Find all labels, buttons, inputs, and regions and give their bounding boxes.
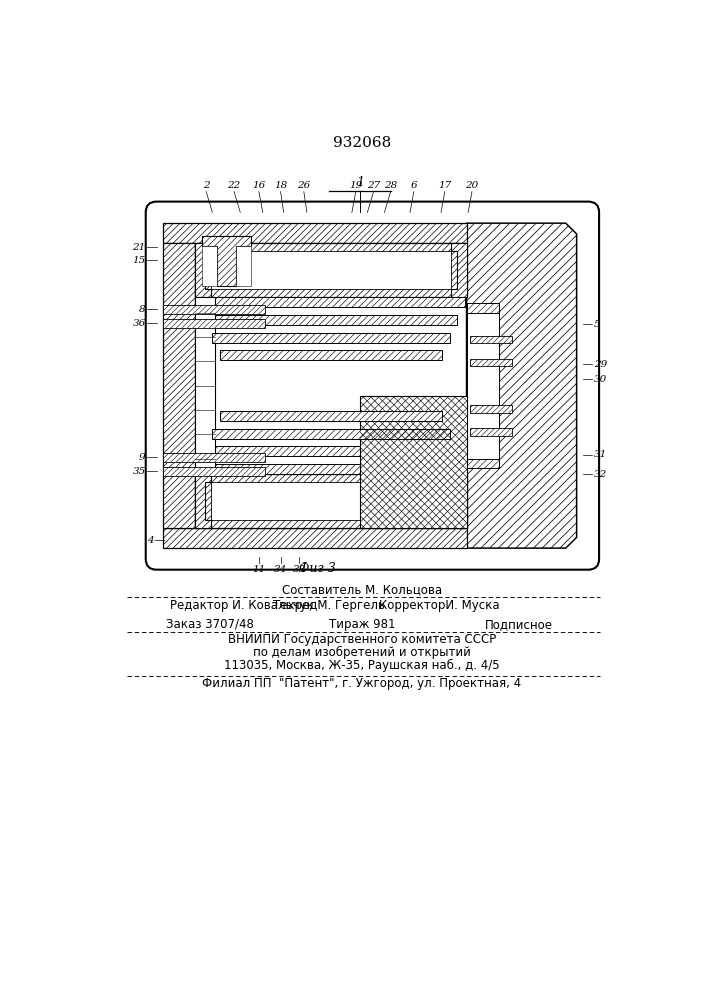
Text: 1: 1 [356, 176, 363, 189]
Polygon shape [163, 305, 265, 314]
Text: Редактор И. Ковальчук: Редактор И. Ковальчук [170, 599, 314, 612]
Text: 22: 22 [228, 181, 240, 190]
Text: 35: 35 [132, 467, 146, 476]
Polygon shape [220, 350, 442, 360]
Text: 18: 18 [274, 181, 287, 190]
Text: 29: 29 [594, 360, 607, 369]
Bar [467, 312, 499, 459]
Text: Тираж 981: Тираж 981 [329, 618, 395, 631]
Text: 30: 30 [594, 375, 607, 384]
Polygon shape [469, 428, 513, 436]
Text: 9: 9 [139, 453, 146, 462]
Polygon shape [201, 235, 251, 286]
Text: 19: 19 [349, 181, 363, 190]
Bar [158, 214, 587, 557]
Polygon shape [469, 359, 513, 366]
Text: 36: 36 [132, 319, 146, 328]
Text: 26: 26 [297, 181, 310, 190]
Text: КорректорИ. Муска: КорректорИ. Муска [378, 599, 499, 612]
Text: 2: 2 [203, 181, 209, 190]
Text: 932068: 932068 [333, 136, 391, 150]
Text: ТехредМ. Гергель: ТехредМ. Гергель [273, 599, 385, 612]
Polygon shape [451, 474, 467, 528]
Bar [211, 482, 451, 520]
Text: 15: 15 [132, 256, 146, 265]
FancyBboxPatch shape [146, 202, 599, 570]
Text: 5: 5 [594, 320, 600, 329]
Text: Подписное: Подписное [486, 618, 554, 631]
Polygon shape [163, 319, 265, 328]
Bar [195, 297, 216, 474]
Polygon shape [163, 466, 265, 476]
Text: 32: 32 [594, 470, 607, 479]
Polygon shape [195, 243, 211, 297]
Bar [211, 251, 451, 289]
Polygon shape [467, 459, 499, 468]
Text: Заказ 3707/48: Заказ 3707/48 [166, 618, 254, 631]
Text: 4: 4 [147, 536, 153, 545]
Polygon shape [212, 333, 450, 343]
Text: 33: 33 [293, 565, 306, 574]
Text: 17: 17 [438, 181, 452, 190]
Polygon shape [204, 446, 457, 456]
Text: 113035, Москва, Ж-35, Раушская наб., д. 4/5: 113035, Москва, Ж-35, Раушская наб., д. … [224, 659, 500, 672]
Text: 8: 8 [139, 305, 146, 314]
Text: Составитель М. Кольцова: Составитель М. Кольцова [282, 583, 442, 596]
Polygon shape [469, 336, 513, 343]
Bar [201, 246, 217, 286]
Text: 20: 20 [465, 181, 479, 190]
Polygon shape [220, 411, 442, 421]
Polygon shape [163, 223, 467, 243]
Text: по делам изобретений и открытий: по делам изобретений и открытий [253, 646, 471, 659]
Polygon shape [195, 474, 467, 528]
Text: Филиал ПП  "Патент", г. Ужгород, ул. Проектная, 4: Филиал ПП "Патент", г. Ужгород, ул. Прое… [202, 677, 522, 690]
Polygon shape [163, 243, 195, 528]
Polygon shape [467, 303, 499, 312]
Text: 16: 16 [252, 181, 266, 190]
Polygon shape [204, 315, 457, 325]
Polygon shape [195, 243, 467, 297]
Text: 11: 11 [252, 565, 266, 574]
Polygon shape [197, 464, 465, 474]
Polygon shape [360, 396, 467, 528]
Polygon shape [195, 474, 211, 528]
Polygon shape [469, 405, 513, 413]
Polygon shape [212, 429, 450, 439]
Text: 6: 6 [411, 181, 417, 190]
Text: 21: 21 [132, 243, 146, 252]
Text: 28: 28 [384, 181, 397, 190]
Text: ВНИИПИ Государственного комитета СССР: ВНИИПИ Государственного комитета СССР [228, 633, 496, 646]
Text: 34: 34 [274, 565, 287, 574]
Polygon shape [163, 528, 467, 548]
Polygon shape [451, 243, 467, 297]
Text: 31: 31 [594, 450, 607, 459]
Polygon shape [197, 297, 465, 307]
Polygon shape [467, 223, 577, 548]
Polygon shape [163, 453, 265, 462]
Text: Фиг 3: Фиг 3 [298, 562, 335, 575]
Bar [235, 246, 251, 286]
Text: 27: 27 [367, 181, 380, 190]
